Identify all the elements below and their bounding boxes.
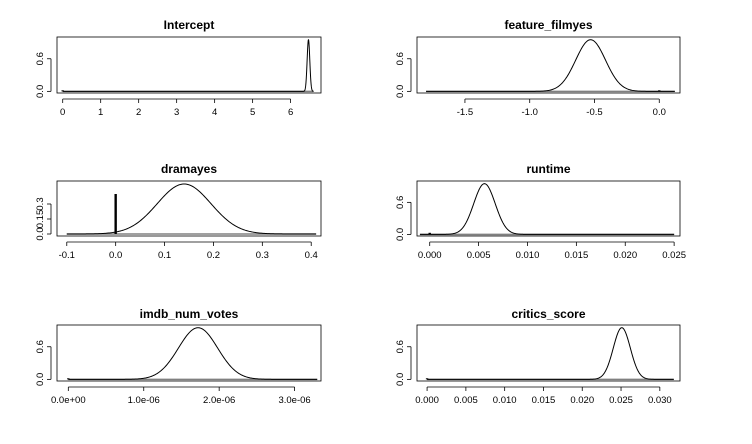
plot-frame — [416, 36, 681, 94]
x-tick-label: 0.020 — [570, 395, 594, 406]
x-tick-label: 6 — [288, 107, 293, 118]
x-tick-label: 3.0e-06 — [278, 395, 310, 406]
x-tick-label: 2.0e-06 — [203, 395, 235, 406]
density-curve — [68, 327, 318, 380]
x-tick-label: 2 — [136, 107, 141, 118]
x-tick-label: 1 — [98, 107, 103, 118]
x-tick-label: 0.005 — [467, 250, 491, 261]
density-curve — [427, 327, 674, 380]
x-tick-label: 0.015 — [564, 250, 588, 261]
panel-1: Intercept 0 1 2 3 4 5 6 0.0 0.6 — [35, 18, 322, 118]
panel-3: dramayes-0.1 0.0 0.1 0.2 0.3 0.40.00.150.3 — [35, 162, 322, 261]
x-tick-label: 0.0 — [109, 250, 122, 261]
x-tick-label: 3 — [174, 107, 179, 118]
panel-title: runtime — [526, 162, 570, 176]
y-tick-label: 0.6 — [35, 52, 46, 65]
plot-frame — [56, 324, 322, 382]
plot-frame — [416, 180, 681, 237]
x-tick-label: 1.0e-06 — [128, 395, 160, 406]
x-tick-label: 0.000 — [415, 395, 439, 406]
panel-2: feature_filmyes -1.5 -1.0 -0.5 0.0 0.0 0.6 — [395, 18, 681, 118]
y-tick-label: 0.6 — [395, 52, 406, 65]
y-tick-label: 0.0 — [395, 373, 406, 386]
panel-5: imdb_num_votes 0.0e+00 1.0e-06 2.0e-06 3.0e-… — [35, 307, 322, 406]
panel-6: critics_score 0.000 0.005 0.010 0.015 0.020 0.… — [395, 307, 681, 406]
plot-frame — [56, 36, 322, 94]
x-tick-label: 0.2 — [207, 250, 220, 261]
plot-frame — [56, 180, 322, 237]
panel-title: critics_score — [511, 307, 585, 321]
x-tick-label: 0.015 — [532, 395, 556, 406]
x-tick-label: 0.0e+00 — [51, 395, 86, 406]
x-tick-label: -0.1 — [59, 250, 75, 261]
panel-title: dramayes — [161, 162, 217, 176]
x-tick-label: 4 — [212, 107, 217, 118]
x-tick-label: 5 — [250, 107, 255, 118]
x-tick-label: 0.1 — [158, 250, 171, 261]
y-tick-label: 0.6 — [395, 196, 406, 209]
x-tick-label: 0 — [60, 107, 65, 118]
x-tick-label: 0.0 — [653, 107, 666, 118]
panel-title: imdb_num_votes — [140, 307, 239, 321]
x-tick-label: -1.5 — [457, 107, 473, 118]
panel-title: Intercept — [164, 18, 215, 32]
x-tick-label: 0.3 — [256, 250, 269, 261]
y-tick-label: 0.0 — [395, 85, 406, 98]
density-curve — [426, 39, 675, 92]
x-tick-label: 0.025 — [662, 250, 686, 261]
density-curve — [66, 183, 317, 235]
x-tick-label: 0.025 — [609, 395, 633, 406]
x-tick-label: 0.010 — [516, 250, 540, 261]
plot-frame — [416, 324, 681, 382]
y-tick-label: 0.0 — [35, 227, 46, 240]
y-tick-label: 0.0 — [35, 373, 46, 386]
panel-4: runtime 0.000 0.005 0.010 0.015 0.020 0.025 0.0… — [395, 162, 686, 261]
y-tick-label: 0.3 — [35, 197, 46, 210]
y-tick-label: 0.6 — [395, 340, 406, 353]
x-tick-label: 0.005 — [454, 395, 478, 406]
x-tick-label: 0.030 — [648, 395, 672, 406]
x-tick-label: 0.020 — [613, 250, 637, 261]
x-tick-label: -0.5 — [586, 107, 602, 118]
density-curve — [419, 183, 675, 235]
y-tick-label: 0.0 — [35, 85, 46, 98]
x-tick-label: 0.4 — [305, 250, 318, 261]
y-tick-label: 0.0 — [395, 228, 406, 241]
y-tick-label: 0.15 — [35, 210, 46, 229]
density-curve — [62, 39, 314, 92]
x-tick-label: 0.010 — [493, 395, 517, 406]
x-tick-label: -1.0 — [522, 107, 538, 118]
x-tick-label: 0.000 — [418, 250, 442, 261]
panel-title: feature_filmyes — [504, 18, 592, 32]
y-tick-label: 0.6 — [35, 340, 46, 353]
